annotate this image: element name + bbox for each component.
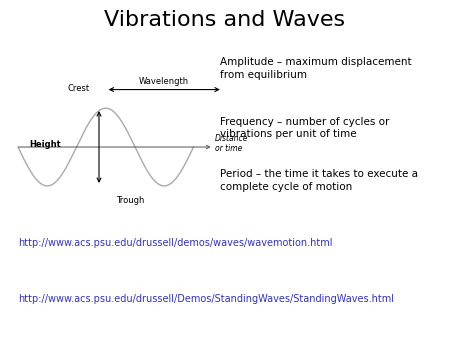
Text: Wavelength: Wavelength <box>139 77 189 86</box>
Text: Trough: Trough <box>116 196 145 205</box>
Text: http://www.acs.psu.edu/drussell/demos/waves/wavemotion.html: http://www.acs.psu.edu/drussell/demos/wa… <box>18 238 333 248</box>
Text: http://www.acs.psu.edu/drussell/Demos/StandingWaves/StandingWaves.html: http://www.acs.psu.edu/drussell/Demos/St… <box>18 294 394 304</box>
Text: Period – the time it takes to execute a
complete cycle of motion: Period – the time it takes to execute a … <box>220 169 418 192</box>
Text: Frequency – number of cycles or
vibrations per unit of time: Frequency – number of cycles or vibratio… <box>220 117 390 139</box>
Text: Amplitude – maximum displacement
from equilibrium: Amplitude – maximum displacement from eq… <box>220 57 412 80</box>
Text: Height: Height <box>29 140 61 149</box>
Text: Crest: Crest <box>68 84 90 93</box>
Text: Vibrations and Waves: Vibrations and Waves <box>104 10 346 30</box>
Text: Distance
or time: Distance or time <box>215 134 248 153</box>
